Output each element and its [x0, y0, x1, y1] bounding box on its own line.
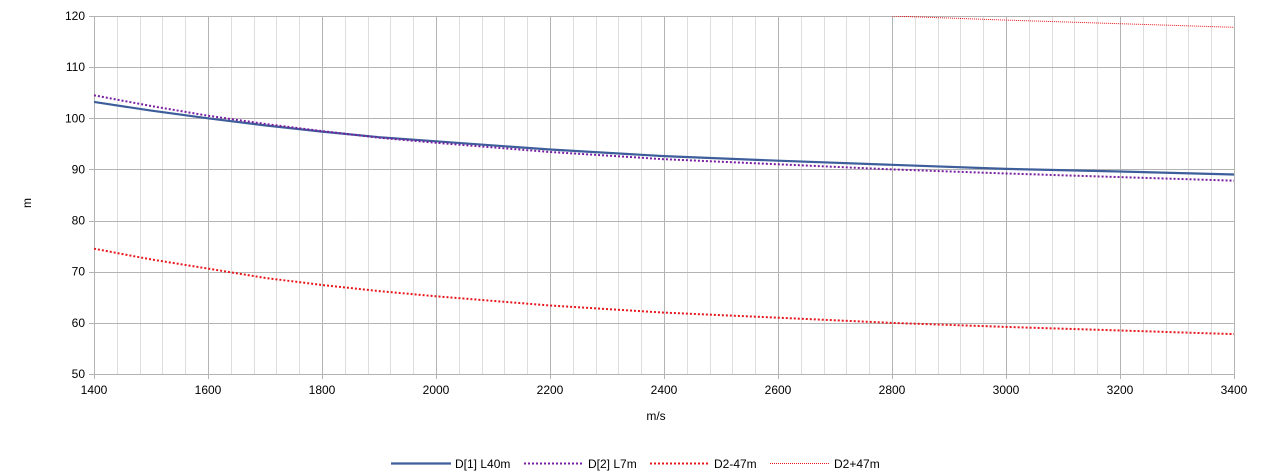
y-tick-label: 90: [72, 162, 86, 176]
y-tick-label: 120: [65, 9, 85, 23]
plot-border: [94, 16, 1235, 375]
y-axis-tick-labels: 50 60 70 80 90 100 110 120: [65, 9, 85, 381]
series-line: [94, 100, 1234, 176]
x-tick-label: 2600: [765, 383, 792, 397]
series-line: [891, 16, 1234, 28]
major-grid: [89, 16, 1235, 379]
y-tick-label: 70: [72, 265, 86, 279]
series-line: [94, 94, 1234, 182]
y-tick-label: 80: [72, 214, 86, 228]
x-axis-tick-labels: 1400 1600 1800 2000 2200 2400 2600 2800 3000 3200…: [81, 383, 1248, 397]
x-tick-label: 3400: [1221, 383, 1248, 397]
legend-label: D2-47m: [714, 457, 757, 471]
x-tick-label: 2200: [537, 383, 564, 397]
y-tick-label: 60: [72, 316, 86, 330]
x-tick-label: 2400: [651, 383, 678, 397]
x-axis-label: m/s: [646, 409, 665, 423]
x-tick-label: 2800: [879, 383, 906, 397]
series-lines: [94, 16, 1234, 336]
series-line: [94, 247, 1234, 336]
y-tick-label: 110: [66, 60, 85, 74]
legend-label: D2+47m: [834, 457, 880, 471]
x-tick-label: 2000: [423, 383, 450, 397]
legend-label: D[2] L7m: [588, 457, 637, 471]
x-tick-label: 3000: [993, 383, 1020, 397]
y-axis-label: m: [20, 198, 34, 208]
legend: D[1] L40m D[2] L7m D2-47m D2+47m: [391, 457, 880, 471]
plot-area-frame: [94, 16, 1235, 375]
legend-label: D[1] L40m: [455, 457, 510, 471]
y-tick-label: 50: [72, 367, 86, 381]
x-tick-label: 1600: [195, 383, 222, 397]
x-tick-label: 1800: [309, 383, 336, 397]
x-tick-label: 1400: [81, 383, 108, 397]
x-tick-label: 3200: [1107, 383, 1134, 397]
y-tick-label: 100: [65, 111, 85, 125]
